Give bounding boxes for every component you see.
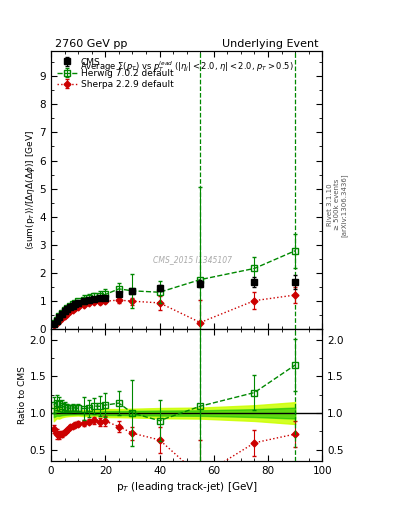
Legend: CMS, Herwig 7.0.2 default, Sherpa 2.2.9 default: CMS, Herwig 7.0.2 default, Sherpa 2.2.9 …	[55, 56, 175, 91]
X-axis label: p$_T$ (leading track-jet) [GeV]: p$_T$ (leading track-jet) [GeV]	[116, 480, 258, 494]
Text: Rivet 3.1.10: Rivet 3.1.10	[327, 183, 333, 226]
Text: ≥ 500k events: ≥ 500k events	[334, 179, 340, 230]
Text: [arXiv:1306.3436]: [arXiv:1306.3436]	[341, 173, 348, 237]
Text: Average $\Sigma(p_T)$ vs $p_T^{lead}$ ($|\eta_j|<2.0$, $\eta|<2.0$, $p_T>0.5$): Average $\Sigma(p_T)$ vs $p_T^{lead}$ ($…	[80, 59, 294, 74]
Text: 2760 GeV pp: 2760 GeV pp	[55, 38, 127, 49]
Text: Underlying Event: Underlying Event	[222, 38, 318, 49]
Y-axis label: Ratio to CMS: Ratio to CMS	[18, 366, 27, 423]
Y-axis label: $\langle$sum(p$_T$)$\rangle$/[$\Delta\eta\Delta(\Delta\phi)$] [GeV]: $\langle$sum(p$_T$)$\rangle$/[$\Delta\et…	[24, 130, 37, 250]
Text: CMS_2015 I1345107: CMS_2015 I1345107	[152, 255, 231, 264]
